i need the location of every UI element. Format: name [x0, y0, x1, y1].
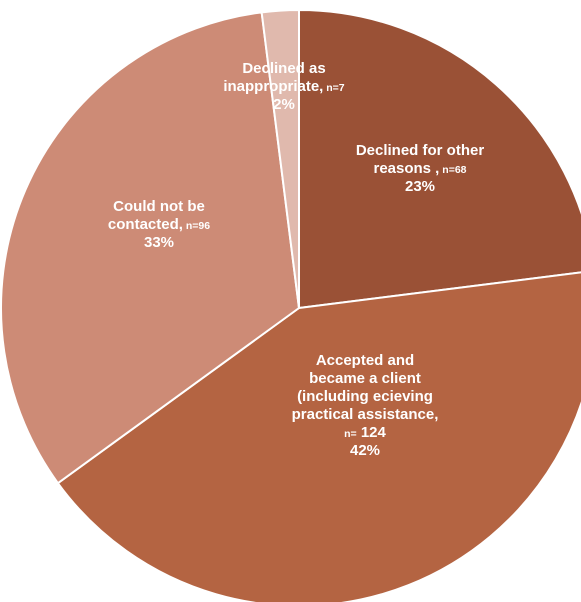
- pie-labels: Declined for other reasons , n=68 23% Accep…: [108, 60, 484, 459]
- pie-slices: [0, 8, 581, 602]
- pie-slice-declined-for-other-reasons: [298, 8, 581, 310]
- pie-label-accepted-and-became-a-client-including-ecieving-practical-assistance: Accepted and became a client (including ec…: [292, 352, 439, 459]
- pie-label-line: 42%: [350, 442, 380, 459]
- pie-slice-accepted-and-became-a-client-including-ecieving-practical-assistance: [56, 271, 581, 602]
- pie-label-line: inappropriate, n=7: [223, 78, 344, 95]
- pie-label-declined-as-inappropriate: Declined as inappropriate, n=7 2%: [223, 60, 344, 113]
- pie-label-line: Declined for other: [356, 142, 485, 159]
- pie-label-line: n= 124: [344, 424, 386, 441]
- pie-label-line: 23%: [405, 178, 435, 195]
- pie-label-line: contacted, n=96: [108, 216, 210, 233]
- pie-label-line: Accepted and: [316, 352, 414, 369]
- pie-label-line: became a client: [309, 370, 421, 387]
- pie-slice-could-not-be-contacted: [0, 11, 301, 485]
- pie-label-could-not-be-contacted: Could not be contacted, n=96 33%: [108, 198, 210, 251]
- pie-label-line: Declined as: [242, 60, 325, 77]
- pie-label-line: practical assistance,: [292, 406, 439, 423]
- pie-slice-declined-as-inappropriate: [260, 8, 300, 309]
- pie-label-declined-for-other-reasons: Declined for other reasons , n=68 23%: [356, 142, 485, 195]
- pie-label-line: reasons , n=68: [373, 160, 466, 177]
- pie-label-line: Could not be: [113, 198, 205, 215]
- pie-label-line: 33%: [144, 234, 174, 251]
- pie-label-line: 2%: [273, 96, 295, 113]
- pie-label-line: (including ecieving: [297, 388, 433, 405]
